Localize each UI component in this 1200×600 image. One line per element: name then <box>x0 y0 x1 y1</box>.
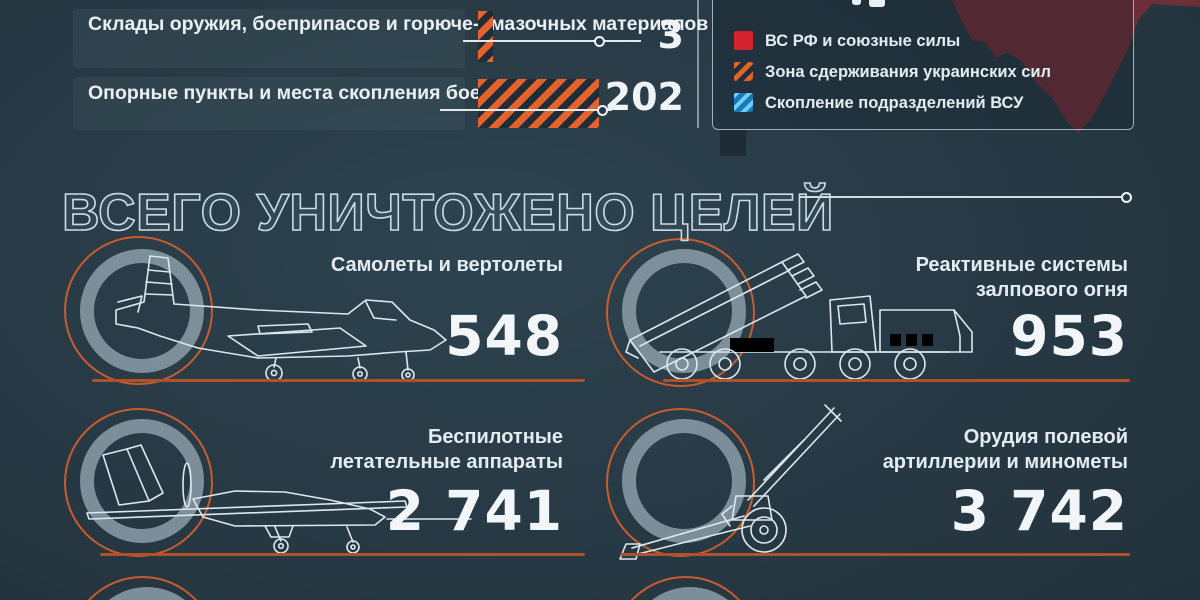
stat-label-mlrs: Реактивные системы залпового огня <box>916 253 1128 302</box>
stat-ring-orange-partial <box>611 576 760 600</box>
legend-label: Скопление подразделений ВСУ <box>765 94 1024 112</box>
cutoff-text-fragment <box>852 0 861 5</box>
stat-ring-orange <box>64 236 213 385</box>
stat-label-line: артиллерии и минометы <box>882 450 1128 473</box>
leader-dot <box>594 36 605 47</box>
map-red-shape <box>952 0 1200 133</box>
stat-value-artillery: 3 742 <box>950 479 1128 543</box>
title-rule-line <box>800 196 1122 198</box>
stat-ring-orange <box>606 408 755 557</box>
hatched-bar-strongpoints <box>478 79 599 128</box>
legend-swatch-orange-hatch-icon <box>734 62 753 81</box>
vertical-divider <box>697 0 699 128</box>
section-title: ВСЕГО УНИЧТОЖЕНО ЦЕЛЕЙ <box>61 183 834 243</box>
legend-swatch-red-icon <box>734 31 753 50</box>
stat-label-line: Орудия полевой <box>963 426 1128 448</box>
stat-label-artillery: Орудия полевой артиллерии и минометы <box>883 425 1128 474</box>
top-stat-label-line: и горюче-смазочных материалов <box>385 13 709 35</box>
hatched-bar-depots <box>478 11 493 62</box>
stat-label-uav: Беспилотные летательные аппараты <box>330 425 563 474</box>
stat-underline <box>620 553 1130 556</box>
mlrs-icon <box>625 253 973 380</box>
stat-row-panel <box>73 77 465 130</box>
leader-line <box>463 40 641 42</box>
legend-swatch-blue-hatch-icon <box>734 93 753 112</box>
stat-underline <box>663 379 1130 382</box>
top-stat-label-line: Опорные пункты и места <box>88 82 333 104</box>
howitzer-icon <box>619 404 842 560</box>
title-decor-square <box>720 130 746 156</box>
legend-label: Зона сдерживания украинских сил <box>765 63 1052 81</box>
jet-icon <box>115 255 447 382</box>
stat-ring-orange-partial <box>68 576 217 600</box>
stat-row-panel <box>73 9 465 68</box>
top-stat-label-line: Склады оружия, боеприпасов <box>88 13 381 35</box>
stat-label-line: Беспилотные <box>428 426 563 448</box>
map-legend: ВС РФ и союзные силы Зона сдерживания ук… <box>712 0 1134 130</box>
stat-underline <box>92 379 585 382</box>
top-stat-value-depots: 3 <box>657 13 684 57</box>
stat-ring-orange <box>64 408 213 557</box>
leader-line <box>440 109 612 111</box>
stat-label-aircraft: Самолеты и вертолеты <box>331 253 563 278</box>
cutoff-text-fragment <box>869 0 885 7</box>
stat-value-mlrs: 953 <box>1010 304 1128 368</box>
stat-label-line: Самолеты и вертолеты <box>330 254 563 276</box>
stat-value-aircraft: 548 <box>445 304 563 368</box>
top-stat-label-depots: Склады оружия, боеприпасов и горюче-смаз… <box>88 13 708 36</box>
stat-value-uav: 2 741 <box>385 479 563 543</box>
stat-label-line: залпового огня <box>975 278 1128 301</box>
map-fragment <box>952 0 1200 133</box>
drone-icon <box>86 444 472 554</box>
top-stat-value-strongpoints: 202 <box>604 75 684 119</box>
stat-label-line: летательные аппараты <box>330 450 563 473</box>
stat-ring-orange <box>606 238 755 387</box>
leader-dot <box>597 105 608 116</box>
legend-label: ВС РФ и союзные силы <box>765 32 961 50</box>
stat-label-line: Реактивные системы <box>915 254 1128 276</box>
stat-underline <box>100 553 585 556</box>
title-rule-dot <box>1121 192 1132 203</box>
